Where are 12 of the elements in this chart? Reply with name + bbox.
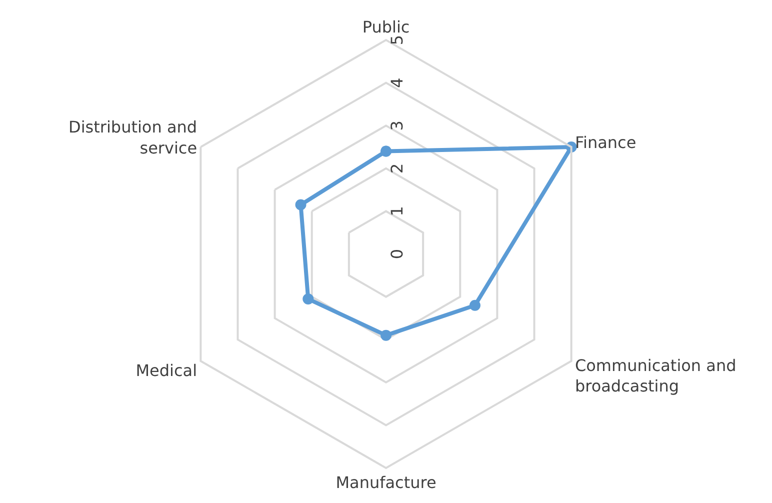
spoke-label: Public — [362, 18, 410, 37]
spoke-label: Distribution and service — [68, 118, 198, 158]
spoke-label: Medical — [136, 360, 198, 380]
y-tick-label: 4 — [388, 78, 406, 88]
y-tick-label: 3 — [388, 120, 406, 131]
y-tick-label: 5 — [388, 34, 406, 46]
y-tick-label: 2 — [388, 163, 406, 174]
y-tick-label: 1 — [388, 206, 406, 216]
spoke-label: Communication and broadcasting — [574, 356, 736, 396]
spoke-label: Manufacture — [336, 473, 436, 492]
y-tick-label: 0 — [388, 248, 406, 260]
spoke-label: Finance — [574, 133, 636, 152]
